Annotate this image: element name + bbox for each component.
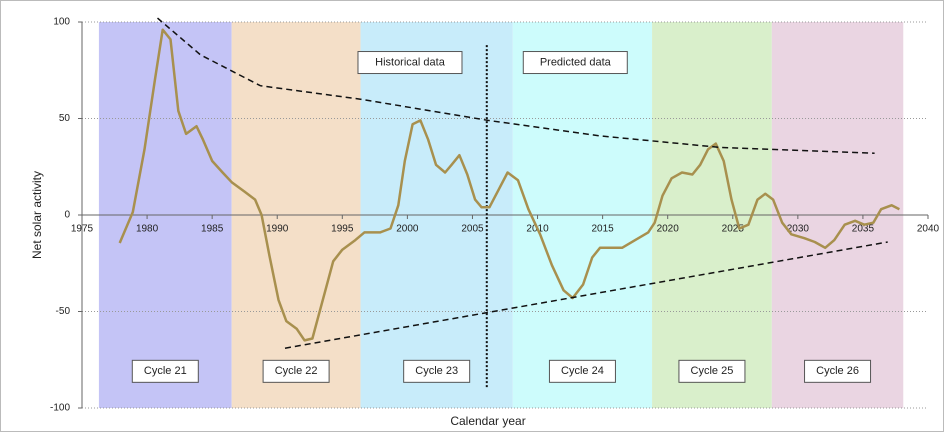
cycle-label-box: [548, 359, 616, 383]
cycle-label-box: [804, 359, 872, 383]
cycle-label-box: [678, 359, 746, 383]
y-tick-label: -100: [50, 403, 70, 414]
x-tick-label: 2005: [461, 224, 484, 235]
x-tick-label: 2025: [722, 224, 745, 235]
x-tick-label: 2030: [787, 224, 810, 235]
x-tick-label: 1990: [266, 224, 289, 235]
x-tick-label: 1975: [71, 224, 94, 235]
cycle-label: Cycle 26: [816, 365, 859, 377]
y-tick-label: 0: [64, 210, 70, 221]
y-tick-label: -50: [56, 306, 71, 317]
cycle-label-box: [131, 359, 199, 383]
x-tick-label: 1980: [136, 224, 159, 235]
cycle-label: Cycle 22: [275, 365, 318, 377]
y-tick-label: 50: [59, 113, 71, 124]
x-tick-label: 2035: [852, 224, 875, 235]
x-axis-title: Calendar year: [450, 414, 525, 428]
x-tick-label: 2000: [396, 224, 419, 235]
y-tick-label: 100: [53, 17, 70, 28]
lower-trend: [284, 241, 888, 349]
x-tick-label: 1995: [331, 224, 354, 235]
annotation: Historical data: [375, 56, 446, 68]
cycle-label: Cycle 21: [144, 365, 187, 377]
annotation: Predicted data: [540, 56, 612, 68]
cycle-label: Cycle 24: [561, 365, 604, 377]
annotation-box: [357, 51, 463, 75]
cycle-label: Cycle 23: [415, 365, 458, 377]
cycle-label-box: [403, 359, 471, 383]
x-tick-label: 2015: [591, 224, 614, 235]
x-tick-label: 1985: [201, 224, 224, 235]
y-axis-title: Net solar activity: [30, 171, 44, 259]
annotation-box: [522, 51, 628, 75]
cycle-label: Cycle 25: [691, 365, 734, 377]
x-tick-label: 2040: [917, 224, 940, 235]
activity-line: [118, 28, 900, 342]
x-tick-label: 2020: [657, 224, 680, 235]
cycle-label-box: [262, 359, 330, 383]
